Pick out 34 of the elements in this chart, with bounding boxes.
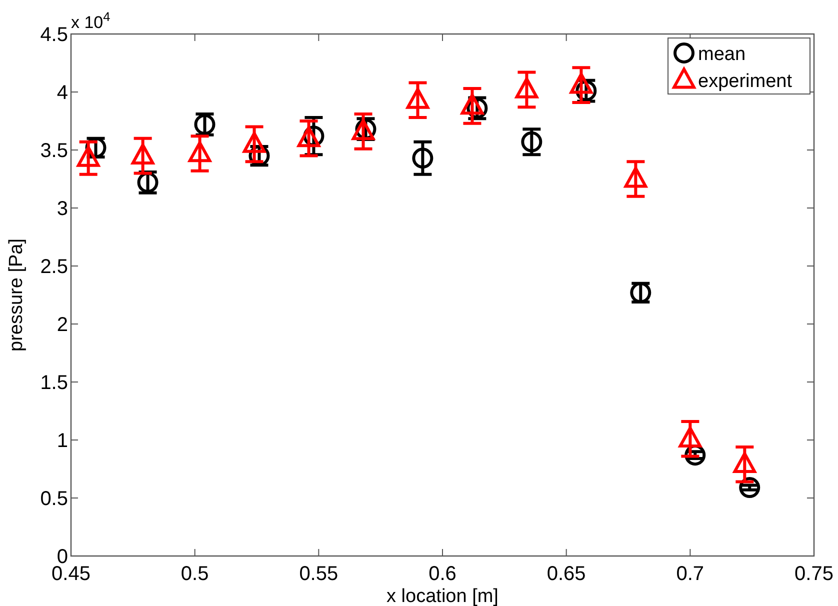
y-axis-title: pressure [Pa] — [6, 238, 27, 352]
point — [624, 166, 648, 188]
point — [521, 131, 542, 152]
point — [406, 88, 430, 109]
x-tick-label: 0.75 — [794, 563, 834, 585]
y-tick-label: 3 — [56, 198, 68, 220]
x-tick-label: 0.6 — [428, 563, 456, 585]
y-tick-label: 1.5 — [40, 372, 68, 394]
y-tick-label: 2 — [56, 314, 68, 336]
x-tick-label: 0.7 — [676, 563, 704, 585]
point — [242, 132, 266, 153]
point — [131, 144, 154, 164]
x-tick-label: 0.55 — [299, 563, 338, 585]
y-tick-label: 4.5 — [40, 24, 68, 46]
x-tick-label: 0.65 — [546, 563, 586, 585]
x-axis-title: x location [m] — [386, 586, 498, 606]
text: x 10$^{4}$ — [71, 8, 110, 32]
point — [570, 72, 593, 94]
point — [460, 94, 484, 115]
y-tick-label: 4 — [56, 82, 68, 104]
point — [515, 77, 538, 98]
point — [412, 148, 434, 169]
x-tick-label: 0.45 — [52, 563, 90, 585]
y-tick-label: 2.5 — [40, 256, 68, 278]
point — [297, 126, 320, 148]
legend-label: experiment — [698, 71, 793, 92]
y-tick-label: 0.5 — [40, 488, 68, 510]
y-tick-label: 1 — [56, 430, 68, 452]
point — [76, 146, 100, 167]
x-tick-label: 0.5 — [180, 563, 209, 585]
y-tick-label: 3.5 — [40, 140, 68, 162]
legend-label: mean — [698, 44, 746, 65]
point — [188, 141, 212, 162]
point — [352, 119, 375, 140]
